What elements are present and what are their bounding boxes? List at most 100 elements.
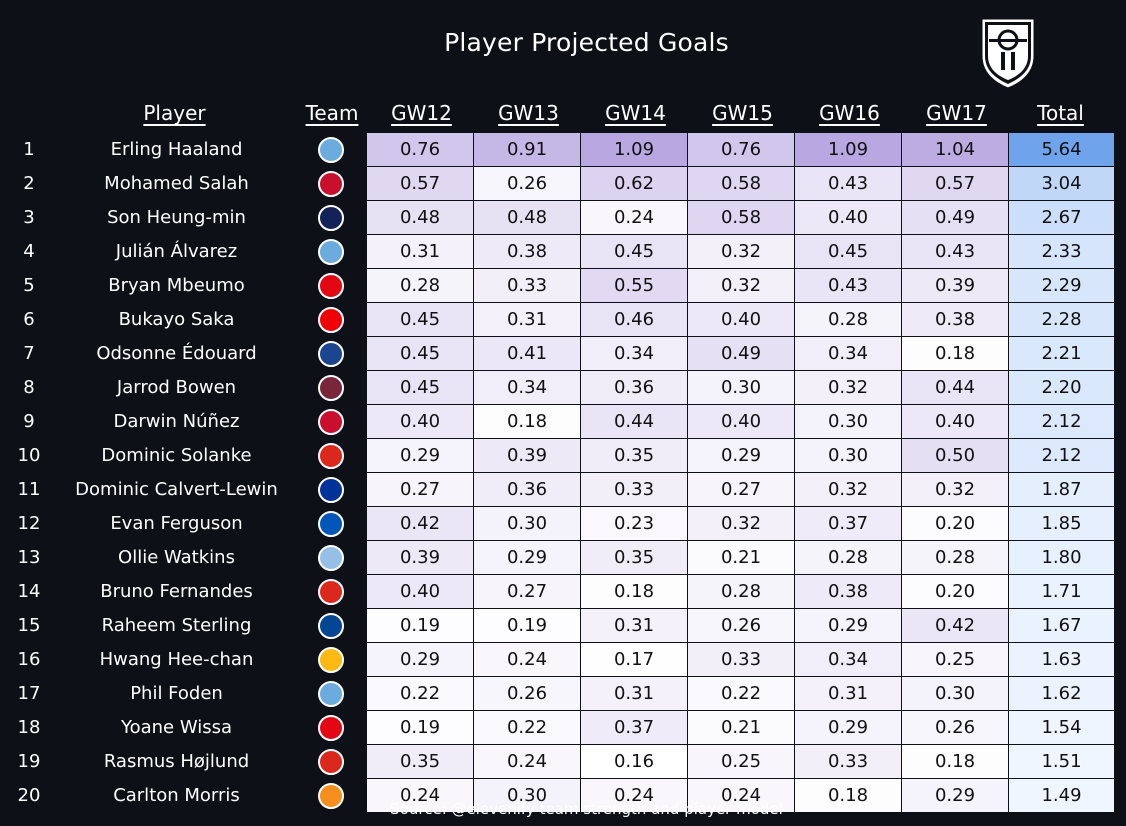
gw-value-cell: 0.45	[366, 302, 474, 337]
liverpool-crest-icon	[318, 408, 344, 435]
total-value-cell: 2.21	[1008, 336, 1115, 371]
gw-value-cell: 0.31	[580, 676, 688, 711]
gw-value-cell: 1.09	[794, 132, 902, 167]
header-gw-4: GW15	[712, 101, 773, 125]
gw-value-cell: 0.28	[794, 302, 902, 337]
gw-value-cell: 0.40	[687, 302, 795, 337]
rank-cell: 2	[0, 166, 58, 201]
man-city-crest-icon	[318, 680, 344, 707]
gw-value-cell: 0.62	[580, 166, 688, 201]
chart-title: Player Projected Goals	[444, 28, 729, 57]
table-row: 18 Yoane Wissa 0.19 0.22 0.37 0.21 0.29 0.26 1.5…	[0, 710, 1115, 745]
gw-value-cell: 0.28	[794, 540, 902, 575]
gw-value-cell: 0.26	[473, 676, 581, 711]
gw-value-cell: 0.35	[580, 540, 688, 575]
player-name-cell: Rasmus Højlund	[57, 744, 296, 779]
man-united-crest-icon	[318, 748, 344, 775]
gw-value-cell: 0.45	[580, 234, 688, 269]
gw-value-cell: 0.32	[794, 472, 902, 507]
arsenal-crest-icon	[318, 306, 344, 333]
rank-cell: 18	[0, 710, 58, 745]
rank-cell: 12	[0, 506, 58, 541]
gw-value-cell: 0.37	[580, 710, 688, 745]
rank-cell: 1	[0, 132, 58, 167]
gw-value-cell: 0.39	[473, 438, 581, 473]
liverpool-crest-icon	[318, 170, 344, 197]
table-row: 2 Mohamed Salah 0.57 0.26 0.62 0.58 0.43 0.57 3.…	[0, 166, 1115, 201]
source-note: Source: @elevenify team strength and pla…	[390, 800, 783, 818]
table-row: 9 Darwin Núñez 0.40 0.18 0.44 0.40 0.30 0.40 2.1…	[0, 404, 1115, 439]
gw-value-cell: 0.31	[473, 302, 581, 337]
gw-value-cell: 0.42	[366, 506, 474, 541]
total-value-cell: 3.04	[1008, 166, 1115, 201]
gw-value-cell: 0.49	[901, 200, 1009, 235]
table-row: 7 Odsonne Édouard 0.45 0.41 0.34 0.49 0.34 0.18…	[0, 336, 1115, 371]
team-cell	[295, 268, 367, 303]
gw-value-cell: 0.18	[580, 574, 688, 609]
table-row: 6 Bukayo Saka 0.45 0.31 0.46 0.40 0.28 0.38 2.28	[0, 302, 1115, 337]
table-row: 5 Bryan Mbeumo 0.28 0.33 0.55 0.32 0.43 0.39 2.2…	[0, 268, 1115, 303]
gw-value-cell: 0.28	[901, 540, 1009, 575]
gw-value-cell: 0.44	[580, 404, 688, 439]
player-name-cell: Dominic Calvert-Lewin	[57, 472, 296, 507]
gw-value-cell: 0.19	[366, 608, 474, 643]
gw-value-cell: 0.45	[366, 336, 474, 371]
rank-cell: 10	[0, 438, 58, 473]
tottenham-crest-icon	[318, 204, 344, 231]
rank-cell: 15	[0, 608, 58, 643]
gw-value-cell: 1.09	[580, 132, 688, 167]
team-cell	[295, 404, 367, 439]
gw-value-cell: 0.34	[473, 370, 581, 405]
gw-value-cell: 0.24	[687, 778, 795, 813]
total-value-cell: 2.67	[1008, 200, 1115, 235]
gw-value-cell: 0.30	[901, 676, 1009, 711]
gw-value-cell: 0.76	[366, 132, 474, 167]
team-cell	[295, 744, 367, 779]
gw-value-cell: 0.36	[580, 370, 688, 405]
rank-cell: 7	[0, 336, 58, 371]
gw-value-cell: 0.45	[366, 370, 474, 405]
header-gw-5: GW16	[819, 101, 880, 125]
header-gw-1: GW12	[391, 101, 452, 125]
gw-value-cell: 0.43	[794, 166, 902, 201]
player-name-cell: Bukayo Saka	[57, 302, 296, 337]
rank-cell: 4	[0, 234, 58, 269]
table-row: 15 Raheem Sterling 0.19 0.19 0.31 0.26 0.29 0.4…	[0, 608, 1115, 643]
gw-value-cell: 0.31	[366, 234, 474, 269]
projected-goals-table: 1 Erling Haaland 0.76 0.91 1.09 0.76 1.09 1.04 5…	[0, 132, 1115, 813]
gw-value-cell: 0.27	[687, 472, 795, 507]
gw-value-cell: 0.18	[473, 404, 581, 439]
crystal-palace-crest-icon	[318, 340, 344, 367]
gw-value-cell: 0.40	[794, 200, 902, 235]
gw-value-cell: 0.48	[366, 200, 474, 235]
header-gw-2: GW13	[498, 101, 559, 125]
total-value-cell: 2.28	[1008, 302, 1115, 337]
total-value-cell: 2.29	[1008, 268, 1115, 303]
team-cell	[295, 200, 367, 235]
gw-value-cell: 0.22	[366, 676, 474, 711]
gw-value-cell: 0.18	[794, 778, 902, 813]
total-value-cell: 1.87	[1008, 472, 1115, 507]
total-value-cell: 2.33	[1008, 234, 1115, 269]
gw-value-cell: 0.24	[473, 744, 581, 779]
gw-value-cell: 0.20	[901, 574, 1009, 609]
gw-value-cell: 0.20	[901, 506, 1009, 541]
gw-value-cell: 0.32	[794, 370, 902, 405]
gw-value-cell: 0.27	[366, 472, 474, 507]
gw-value-cell: 0.58	[687, 200, 795, 235]
team-cell	[295, 506, 367, 541]
gw-value-cell: 0.30	[794, 438, 902, 473]
gw-value-cell: 0.43	[901, 234, 1009, 269]
total-value-cell: 2.12	[1008, 404, 1115, 439]
gw-value-cell: 0.22	[687, 676, 795, 711]
table-row: 10 Dominic Solanke 0.29 0.39 0.35 0.29 0.30 0.5…	[0, 438, 1115, 473]
player-name-cell: Ollie Watkins	[57, 540, 296, 575]
gw-value-cell: 0.35	[366, 744, 474, 779]
team-cell	[295, 166, 367, 201]
rank-cell: 20	[0, 778, 58, 813]
gw-value-cell: 0.35	[580, 438, 688, 473]
player-name-cell: Son Heung-min	[57, 200, 296, 235]
gw-value-cell: 0.38	[901, 302, 1009, 337]
gw-value-cell: 0.29	[366, 438, 474, 473]
gw-value-cell: 0.29	[366, 642, 474, 677]
